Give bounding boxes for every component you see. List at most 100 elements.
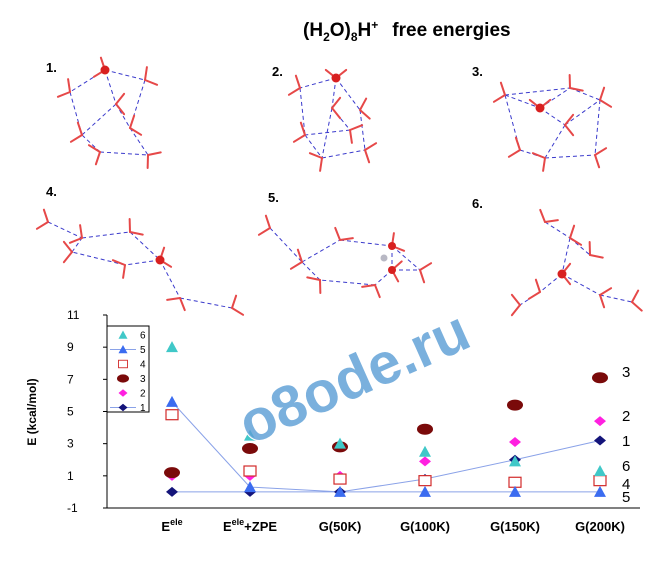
water-molecule <box>68 224 83 244</box>
structure-label-1: 1. <box>46 60 57 75</box>
hydrogen-bond <box>71 251 126 266</box>
legend-label: 2 <box>140 389 146 400</box>
hydrogen-bond <box>104 69 117 105</box>
hydrogen-bond <box>331 77 337 109</box>
series-lines <box>171 401 601 493</box>
data-point-series-5 <box>419 485 431 497</box>
hydrogen-bond <box>99 151 149 156</box>
hydrogen-bond <box>561 273 601 296</box>
data-point-series-3 <box>592 372 608 384</box>
legend-marker-1 <box>118 403 128 412</box>
structure-label-2: 2. <box>272 64 283 79</box>
water-molecule <box>111 259 126 279</box>
oxygen-atom <box>380 254 388 262</box>
structure-drawing-2 <box>287 68 378 172</box>
hydrogen-bond <box>561 237 571 275</box>
y-tick-label: 11 <box>67 308 80 322</box>
data-point-series-5 <box>334 485 346 497</box>
legend-label: 1 <box>140 403 146 414</box>
structure-label-6: 6. <box>472 196 483 211</box>
series-end-label: 4 <box>622 476 630 493</box>
oxygen-atom <box>100 65 110 75</box>
series-end-label: 5 <box>622 489 630 506</box>
water-molecule <box>289 248 303 270</box>
water-molecule <box>35 208 49 230</box>
hydrogen-bond <box>331 107 351 131</box>
legend-marker <box>118 389 128 397</box>
hydrogen-bond <box>81 231 131 239</box>
legend-marker-5 <box>118 345 128 354</box>
water-molecule <box>334 226 354 241</box>
data-point-series-5 <box>594 485 606 497</box>
oxygen-atom <box>155 255 165 265</box>
data-point-series-3 <box>164 467 180 479</box>
series-end-label: 2 <box>622 408 630 425</box>
water-molecule <box>257 214 271 236</box>
water-molecule <box>510 293 521 317</box>
data-point-series-3 <box>417 423 433 435</box>
series-end-label: 6 <box>622 458 630 475</box>
hydrogen-bond <box>159 259 181 299</box>
water-molecule <box>144 66 159 86</box>
data-point-series-2 <box>594 416 606 427</box>
y-ticks: -1 1 3 5 7 9 11 <box>67 308 107 515</box>
legend-marker-4 <box>118 359 128 369</box>
hydrogen-bond <box>594 99 601 156</box>
x-category-label: Eele <box>161 517 182 534</box>
x-category-label: G(150K) <box>490 519 540 534</box>
hydrogen-bond <box>569 237 591 256</box>
hydrogen-bond <box>544 124 566 159</box>
hydrogen-bond <box>599 294 633 303</box>
hydrogen-bond <box>179 297 233 309</box>
hydrogen-bond <box>539 273 563 293</box>
hydrogen-bond <box>124 259 161 266</box>
x-category-label: G(200K) <box>575 519 625 534</box>
hydrogen-bond <box>569 87 601 101</box>
water-molecule <box>128 218 144 236</box>
hydrogen-bond <box>504 94 521 151</box>
water-molecule <box>166 297 186 312</box>
water-molecule <box>87 144 101 166</box>
structure-drawing-5 <box>257 214 433 299</box>
data-point-series-6 <box>594 465 606 477</box>
water-molecule <box>56 78 71 98</box>
legend-marker <box>117 374 129 383</box>
structure-drawing-6 <box>510 208 643 317</box>
data-point-series-2 <box>419 456 431 467</box>
water-molecule <box>349 124 364 144</box>
hydrogen-bond <box>335 77 361 111</box>
x-category-label: G(50K) <box>319 519 362 534</box>
structure-drawing-3 <box>492 74 613 172</box>
water-molecule <box>419 262 433 284</box>
hydrogen-bond <box>47 221 83 239</box>
data-point-series-4 <box>333 473 347 485</box>
structure-label-3: 3. <box>472 64 483 79</box>
data-point-series-3 <box>507 399 523 411</box>
water-molecule <box>359 97 371 120</box>
water-molecule <box>568 74 584 92</box>
data-point-series-4 <box>418 475 432 487</box>
series-end-labels: 3 2 1 645 <box>622 364 630 506</box>
legend: 6 5 4 3 2 1 <box>106 325 150 414</box>
oxygen-atom <box>557 269 567 279</box>
x-category-label: Eele+ZPE <box>223 517 277 534</box>
hydrogen-bond <box>319 279 376 286</box>
data-point-series-2 <box>509 437 521 448</box>
structure-drawing-4 <box>35 208 245 316</box>
data-point-series-6 <box>509 455 521 467</box>
oxygen-atom <box>388 266 396 274</box>
water-molecule <box>527 278 541 300</box>
water-molecule <box>492 81 506 103</box>
water-molecule <box>331 96 342 120</box>
y-tick-label: 5 <box>67 405 74 419</box>
water-molecule <box>588 241 604 259</box>
hydrogen-bond <box>504 94 541 109</box>
water-molecule <box>287 74 301 96</box>
data-point-series-4 <box>593 475 607 487</box>
hydrogen-bond <box>71 237 83 253</box>
hydrogen-bond <box>269 227 303 263</box>
data-point-series-4 <box>243 465 257 477</box>
hydrogen-bond <box>104 69 146 81</box>
data-point-series-1 <box>166 486 178 497</box>
